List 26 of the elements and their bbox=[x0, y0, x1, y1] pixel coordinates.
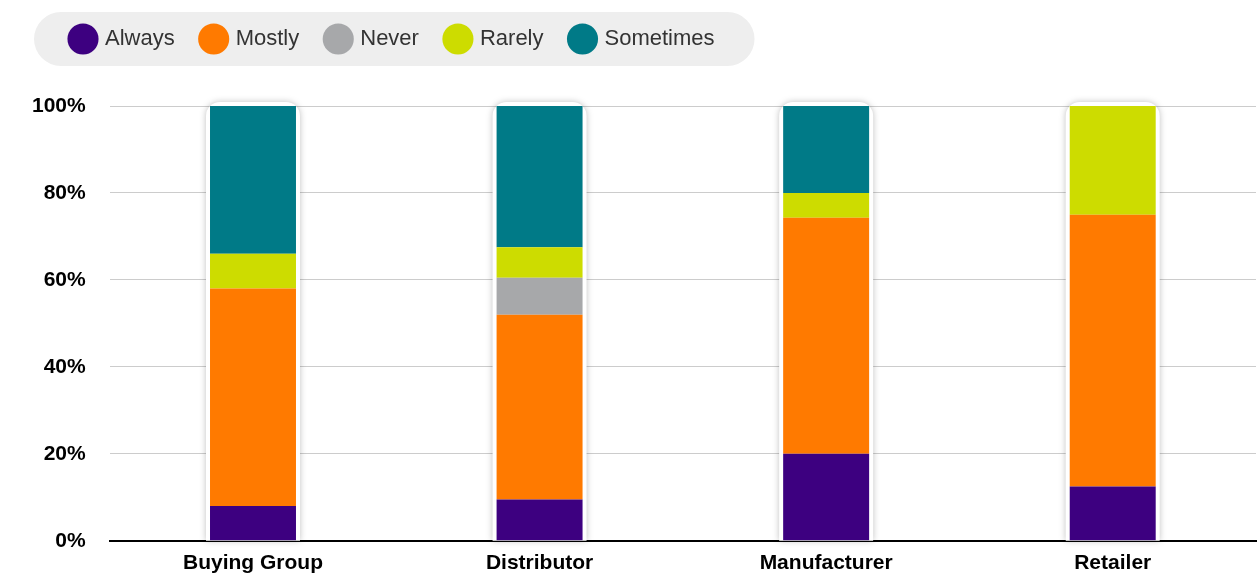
bar bbox=[783, 106, 870, 193]
legend-label: Rarely bbox=[479, 25, 544, 51]
bar bbox=[210, 253, 296, 289]
bar bbox=[210, 506, 296, 541]
legend-label: Always bbox=[105, 25, 175, 51]
bar bbox=[783, 453, 870, 541]
y-tick-label: 0% bbox=[55, 527, 87, 551]
x-tick-label: Manufacturer bbox=[759, 550, 893, 574]
bar bbox=[1069, 486, 1156, 541]
bar bbox=[1069, 106, 1156, 215]
legend-label: Never bbox=[360, 25, 419, 51]
bar bbox=[496, 277, 583, 315]
y-tick-label: 20% bbox=[43, 440, 87, 464]
x-tick-label: Buying Group bbox=[183, 550, 323, 574]
legend-label: Sometimes bbox=[604, 25, 715, 51]
bar bbox=[783, 192, 870, 218]
bar bbox=[496, 247, 583, 278]
y-tick-label: 60% bbox=[43, 266, 87, 290]
x-tick-label: Distributor bbox=[485, 550, 594, 574]
legend-label: Mostly bbox=[235, 25, 300, 51]
y-tick-label: 80% bbox=[43, 179, 87, 203]
bar bbox=[496, 499, 583, 541]
x-tick-label: Retailer bbox=[1074, 550, 1152, 574]
bar bbox=[496, 106, 583, 248]
y-tick-label: 100% bbox=[31, 92, 87, 116]
y-tick-label: 40% bbox=[43, 353, 87, 377]
